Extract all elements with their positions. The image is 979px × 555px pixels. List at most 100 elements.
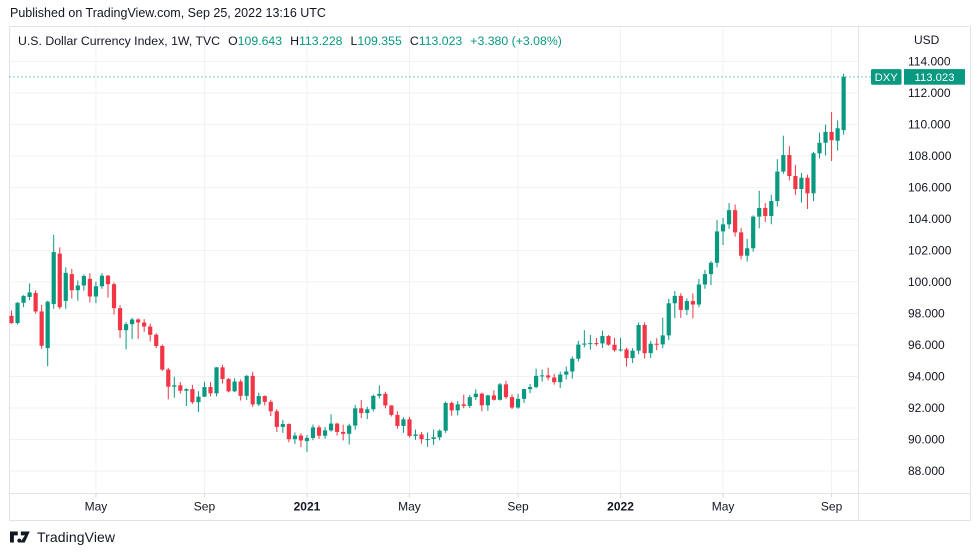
candle-body — [503, 384, 509, 398]
price-tick-label: 102.000 — [908, 244, 952, 258]
candle-body — [467, 397, 472, 406]
candle-body — [111, 284, 117, 309]
candle-body — [341, 431, 346, 434]
candle-body — [244, 375, 249, 396]
candle-body — [395, 414, 400, 426]
candle-body — [582, 343, 587, 345]
candle-body — [473, 393, 478, 398]
candle-body — [63, 272, 68, 301]
candle-body — [606, 336, 611, 345]
legend-low-value: 109.355 — [357, 34, 402, 48]
candle-body — [280, 424, 285, 427]
candle-body — [214, 367, 219, 394]
candle-body — [461, 404, 466, 406]
candle-body — [75, 285, 80, 291]
candle-body — [166, 369, 171, 387]
legend-high: H 113.228 — [290, 34, 342, 48]
candle-body — [419, 434, 424, 440]
time-tick-label: Sep — [194, 500, 216, 514]
candle-body — [21, 295, 26, 303]
footer: TradingView — [10, 529, 115, 545]
candle-body — [81, 276, 86, 286]
candle-body — [105, 275, 111, 285]
candle-body — [835, 128, 840, 141]
legend: U.S. Dollar Currency Index, 1W, TVC O 109… — [18, 34, 562, 48]
last-price-label: 113.023 — [915, 72, 955, 84]
candle-body — [250, 375, 255, 405]
tradingview-brand[interactable]: TradingView — [37, 529, 116, 545]
candle-body — [87, 278, 92, 297]
price-axis-currency-label: USD — [914, 33, 940, 47]
legend-symbol-title: U.S. Dollar Currency Index, 1W, TVC — [18, 34, 221, 48]
time-tick-label: Sep — [821, 500, 843, 514]
candle-body — [123, 324, 129, 331]
candle-body — [745, 248, 750, 256]
candle-body — [365, 409, 370, 414]
last-price-box — [904, 69, 965, 85]
legend-high-label: H — [290, 34, 299, 48]
candle-body — [160, 345, 165, 370]
candle-body — [93, 286, 99, 297]
price-tick-label: 94.000 — [908, 370, 945, 384]
candle-body — [720, 224, 726, 232]
candle-body — [829, 131, 834, 141]
candle-body — [636, 324, 641, 351]
candle-body — [184, 389, 189, 391]
price-tick-label: 114.000 — [908, 55, 951, 69]
candle-body — [570, 358, 575, 372]
candle-body — [509, 397, 515, 408]
candle-body — [292, 435, 298, 440]
price-tick-label: 100.000 — [908, 275, 952, 289]
candle-body — [588, 343, 593, 345]
time-tick-label: 2022 — [607, 500, 634, 514]
candle-body — [618, 349, 623, 351]
candle-body — [515, 398, 521, 408]
candle-body — [178, 385, 183, 391]
candle-body — [600, 336, 605, 344]
candle-body — [630, 350, 635, 359]
legend-high-value: 113.228 — [298, 34, 343, 48]
symbol-badge-label: DXY — [875, 72, 899, 84]
candle-body — [172, 385, 177, 387]
price-tick-label: 106.000 — [908, 181, 952, 195]
candle-body — [9, 315, 14, 324]
price-tick-label: 98.000 — [908, 307, 945, 321]
candle-body — [316, 427, 322, 436]
legend-low: L 109.355 — [351, 34, 402, 48]
candle-body — [817, 142, 822, 154]
time-tick-label: May — [712, 500, 735, 514]
price-tick-label: 90.000 — [908, 433, 945, 447]
candle-body — [425, 439, 430, 441]
candle-body — [546, 375, 551, 378]
candle-body — [45, 301, 50, 349]
candle-body — [751, 216, 756, 249]
candle-body — [781, 155, 786, 172]
legend-close-value: 113.023 — [418, 34, 463, 48]
candle-body — [811, 153, 816, 194]
candle-body — [696, 284, 702, 305]
candle-body — [672, 295, 677, 304]
candle-body — [775, 171, 780, 202]
candle-body — [196, 396, 201, 403]
tradingview-logo-icon[interactable] — [10, 529, 30, 545]
candle-body — [479, 393, 484, 406]
candle-body — [757, 207, 762, 217]
candle-body — [298, 435, 304, 441]
candle-body — [57, 253, 62, 308]
candle-body — [33, 293, 38, 312]
candle-body — [130, 319, 135, 325]
price-tick-label: 108.000 — [908, 149, 952, 163]
candle-body — [455, 404, 460, 411]
candle-body — [594, 343, 599, 345]
candle-body — [347, 425, 352, 434]
published-caption: Published on TradingView.com, Sep 25, 20… — [10, 6, 326, 20]
candle-body — [666, 303, 671, 336]
candle-body — [371, 395, 376, 410]
candle-body — [739, 232, 744, 256]
candle-body — [256, 396, 261, 405]
candle-body — [684, 301, 689, 310]
candle-body — [527, 387, 533, 390]
legend-open-label: O — [228, 34, 238, 48]
legend-open: O 109.643 — [228, 34, 282, 48]
